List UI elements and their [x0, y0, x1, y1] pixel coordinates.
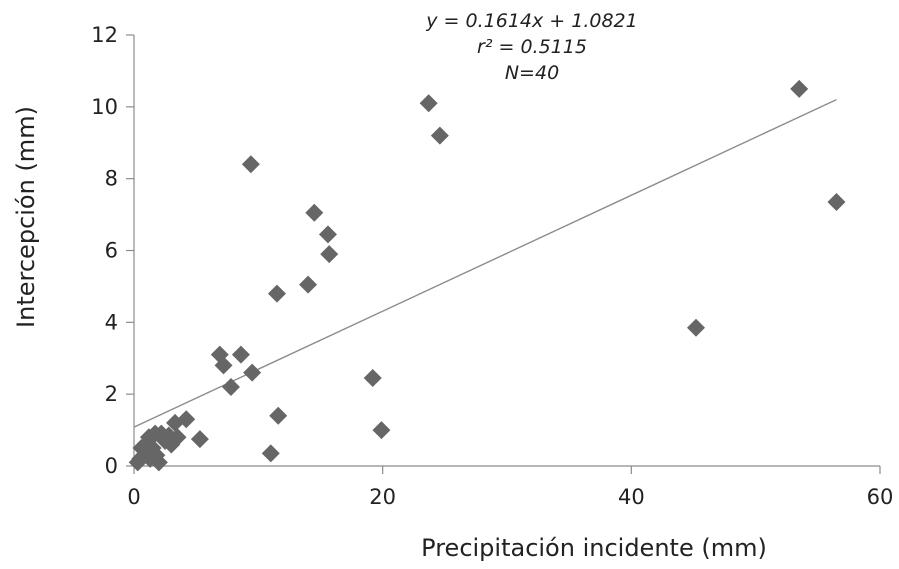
data-point: [159, 426, 178, 445]
x-tick-label: 60: [867, 485, 894, 509]
data-point: [243, 363, 262, 382]
data-point: [320, 245, 339, 264]
data-point: [363, 369, 382, 388]
y-tick-label: 2: [105, 382, 118, 406]
data-point: [827, 193, 846, 212]
r-squared-text: r² = 0.5115: [477, 36, 587, 58]
y-tick-label: 4: [105, 310, 118, 334]
data-point: [147, 446, 166, 465]
y-tick-label: 10: [91, 95, 118, 119]
n-text: N=40: [505, 62, 559, 84]
equation-text: y = 0.1614x + 1.0821: [425, 10, 637, 32]
x-tick-label: 40: [618, 485, 645, 509]
data-point: [241, 155, 260, 174]
data-point: [214, 356, 233, 375]
y-tick-label: 12: [91, 23, 118, 47]
data-point: [231, 345, 250, 364]
data-point: [190, 430, 209, 449]
y-axis-label: Intercepción (mm): [12, 106, 40, 328]
data-point: [305, 203, 324, 222]
data-point: [686, 318, 705, 337]
data-point: [372, 421, 391, 440]
data-point: [419, 94, 438, 113]
data-point: [267, 284, 286, 303]
y-tick-label: 6: [105, 239, 118, 263]
trendline: [133, 98, 837, 428]
y-tick-label: 0: [105, 454, 118, 478]
x-tick-label: 0: [127, 485, 140, 509]
data-point: [221, 377, 240, 396]
data-point: [261, 444, 280, 463]
data-point: [790, 79, 809, 98]
x-axis-label: Precipitación incidente (mm): [421, 534, 767, 562]
data-point: [269, 406, 288, 425]
data-point: [299, 275, 318, 294]
equation-annotation: y = 0.1614x + 1.0821 r² = 0.5115 N=40: [425, 10, 637, 84]
data-point: [430, 126, 449, 145]
x-tick-label: 20: [369, 485, 396, 509]
y-tick-label: 8: [105, 167, 118, 191]
data-point: [177, 410, 196, 429]
data-point: [318, 225, 337, 244]
